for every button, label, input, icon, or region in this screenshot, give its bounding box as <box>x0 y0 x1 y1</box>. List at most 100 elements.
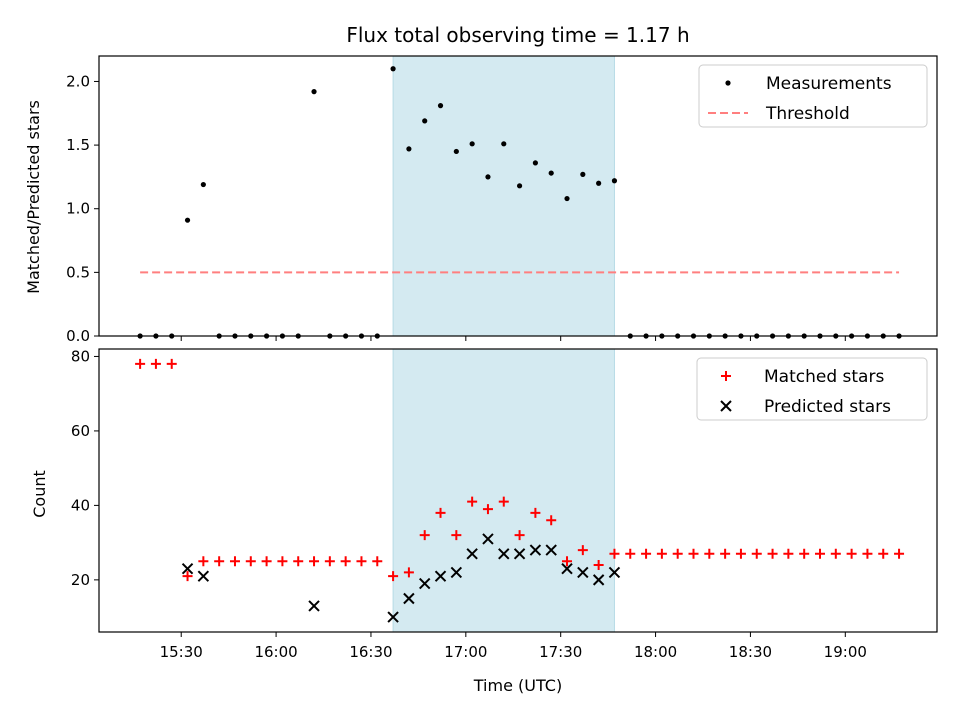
data-point <box>577 566 589 579</box>
x-tick-label: 19:00 <box>824 643 867 661</box>
data-point <box>245 556 256 567</box>
data-point <box>513 548 526 560</box>
x-tick-label: 16:30 <box>349 643 392 661</box>
data-point <box>135 358 146 369</box>
data-point <box>641 548 652 559</box>
y-tick-label: 1.0 <box>66 200 90 218</box>
legend-marker <box>725 80 731 86</box>
data-point <box>437 103 444 109</box>
y-tick-label: 20 <box>71 571 90 589</box>
data-point <box>593 559 604 570</box>
data-point <box>783 548 794 559</box>
data-point <box>198 556 209 567</box>
y-tick-label: 60 <box>71 422 90 440</box>
data-point <box>735 548 746 559</box>
data-point <box>546 515 557 526</box>
data-point <box>419 577 431 590</box>
plot-frame <box>98 348 938 633</box>
legend-marker <box>720 400 732 412</box>
data-point <box>625 548 636 559</box>
data-point <box>498 548 510 560</box>
y-tick-label: 40 <box>71 496 90 514</box>
data-point <box>467 496 478 507</box>
data-point <box>498 496 509 507</box>
y-tick-label: 80 <box>71 347 90 365</box>
data-point <box>545 544 557 556</box>
data-point <box>656 548 667 559</box>
legend: Measurements Threshold <box>698 64 928 128</box>
bottom-y-axis-label: Count <box>30 470 49 518</box>
data-point <box>388 571 399 582</box>
data-point <box>372 556 383 567</box>
data-point <box>422 118 428 124</box>
x-tick-label: 18:00 <box>634 643 677 661</box>
data-point <box>435 507 446 518</box>
flux-ratio-panel: Matched/Predicted stars 0.0 0.5 1.0 1.5 2.0 M… <box>24 55 938 345</box>
data-point <box>453 148 459 155</box>
y-tick-label: 2.0 <box>66 72 90 90</box>
data-point <box>184 217 191 223</box>
plot-frame <box>98 55 938 337</box>
data-point <box>514 530 525 541</box>
data-point <box>403 567 414 578</box>
star-count-panel: Count Time (UTC) 20 40 60 80 15:30 16:00 16:30… <box>30 347 938 695</box>
data-point <box>485 174 491 180</box>
data-point <box>166 358 177 369</box>
data-point <box>406 146 412 152</box>
observing-window-span <box>392 55 615 337</box>
data-point <box>150 358 161 369</box>
data-point <box>548 170 554 176</box>
x-tick-label: 18:30 <box>729 643 772 661</box>
data-point <box>324 556 335 567</box>
data-point <box>516 183 523 189</box>
data-point <box>592 574 605 586</box>
data-point <box>609 548 620 559</box>
y-tick-label: 0.0 <box>66 327 90 345</box>
data-point <box>596 180 602 186</box>
y-tick-label: 0.5 <box>66 263 90 281</box>
data-point <box>308 600 320 612</box>
x-tick-label: 17:00 <box>444 643 487 661</box>
data-point <box>309 556 320 567</box>
x-tick-label: 17:30 <box>539 643 582 661</box>
data-point <box>277 556 288 567</box>
data-point <box>894 548 905 559</box>
data-point <box>688 548 699 559</box>
data-point <box>200 181 206 188</box>
data-point <box>878 548 889 559</box>
data-point <box>214 556 225 567</box>
data-point <box>387 611 399 623</box>
data-point <box>466 548 478 560</box>
legend: Matched stars Predicted stars <box>696 357 928 421</box>
legend-marker <box>721 371 731 381</box>
data-point <box>577 545 588 556</box>
legend-box <box>696 357 928 421</box>
data-point <box>482 504 493 515</box>
data-point <box>340 556 351 567</box>
data-point <box>608 566 621 579</box>
x-tick-label: 16:00 <box>254 643 297 661</box>
data-point <box>390 66 396 72</box>
data-point <box>862 548 873 559</box>
data-point <box>261 556 272 567</box>
data-point <box>229 556 240 567</box>
data-point <box>580 171 586 177</box>
legend-label: Measurements <box>766 74 892 94</box>
y-tick-label: 1.5 <box>66 136 90 154</box>
data-point <box>704 548 715 559</box>
data-point <box>564 195 570 202</box>
series-predicted-stars <box>181 533 621 623</box>
data-point <box>562 556 573 567</box>
data-point <box>751 548 762 559</box>
data-point <box>197 570 210 582</box>
data-point <box>561 562 573 575</box>
chart-title: Flux total observing time = 1.17 h <box>346 23 689 47</box>
x-tick-label: 15:30 <box>160 643 203 661</box>
data-point <box>434 570 447 582</box>
data-point <box>611 178 618 184</box>
data-point <box>767 548 778 559</box>
data-point <box>482 533 494 545</box>
data-point <box>181 562 194 575</box>
top-y-axis-label: Matched/Predicted stars <box>24 100 43 294</box>
legend-box <box>698 64 928 128</box>
